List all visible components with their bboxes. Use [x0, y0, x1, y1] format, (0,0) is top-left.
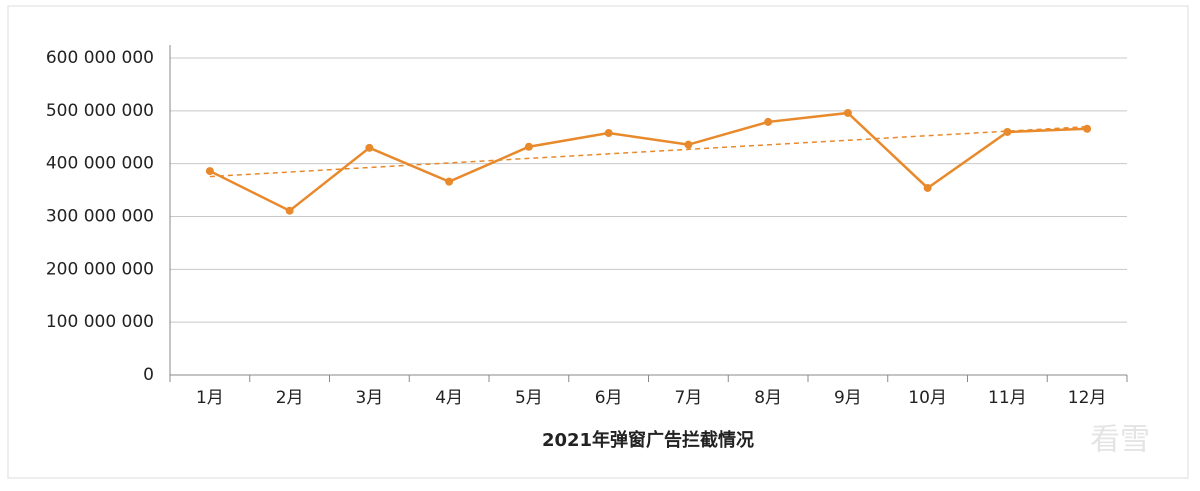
trendline: [209, 125, 1088, 178]
point: [445, 177, 454, 186]
point: [1003, 127, 1012, 136]
x-tick-label: 12月: [1068, 388, 1107, 408]
y-tick-label: 600 000 000: [46, 48, 154, 68]
x-axis-title: 2021年弹窗广告拦截情况: [542, 429, 754, 451]
y-tick-label: 300 000 000: [46, 207, 154, 227]
point: [764, 117, 773, 126]
x-tick-label: 1月: [196, 388, 224, 408]
x-tick-label: 6月: [595, 388, 623, 408]
point: [524, 142, 533, 151]
point: [843, 108, 852, 117]
x-tick-label: 8月: [754, 388, 782, 408]
y-tick-label: 0: [143, 365, 154, 385]
y-tick-label: 200 000 000: [46, 259, 154, 279]
x-tick-label: 10月: [908, 388, 947, 408]
y-tick-label: 100 000 000: [46, 312, 154, 332]
y-tick-label: 400 000 000: [46, 154, 154, 174]
x-tick-label: 2月: [276, 388, 304, 408]
point: [205, 167, 214, 176]
point: [604, 129, 613, 138]
x-tick-label: 7月: [674, 388, 702, 408]
watermark: 看雪: [1090, 423, 1150, 458]
x-tick-label: 4月: [435, 388, 463, 408]
x-tick-label: 9月: [834, 388, 862, 408]
point: [285, 206, 294, 215]
frame: [7, 5, 1189, 479]
point: [684, 140, 693, 149]
x-tick-label: 5月: [515, 388, 543, 408]
point: [923, 183, 932, 192]
series-line: [209, 111, 1088, 213]
x-tick-label: 11月: [988, 388, 1027, 408]
point: [365, 143, 374, 152]
point: [1083, 124, 1092, 133]
y-tick-label: 500 000 000: [46, 101, 154, 121]
x-tick-label: 3月: [355, 388, 383, 408]
